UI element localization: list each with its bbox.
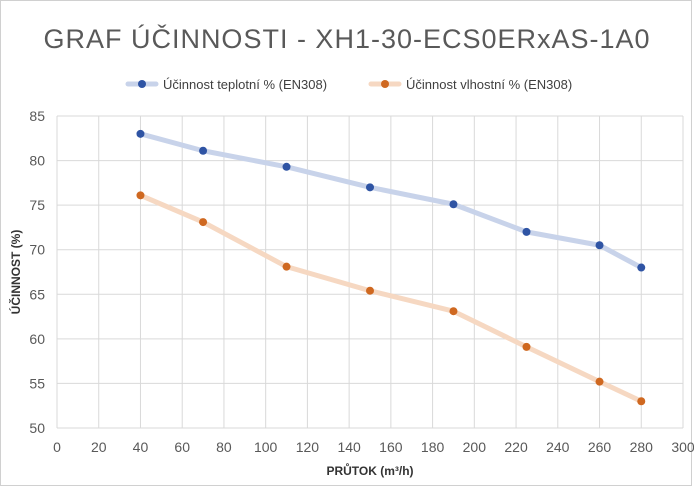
data-point-series-1	[637, 263, 646, 272]
data-point-series-2	[282, 262, 291, 271]
data-point-series-2	[449, 307, 458, 316]
data-point-series-2	[366, 286, 374, 295]
y-tick-label: 65	[29, 286, 45, 302]
x-tick-label: 240	[546, 439, 570, 455]
x-tick-label: 160	[379, 439, 403, 455]
y-tick-label: 85	[29, 108, 45, 124]
legend-marker-2	[381, 80, 389, 88]
y-axis-title: ÚČINNOST (%)	[8, 230, 23, 315]
grid	[56, 115, 684, 429]
y-tick-label: 55	[29, 375, 45, 391]
data-point-series-2	[595, 377, 604, 386]
y-tick-label: 75	[29, 197, 45, 213]
data-point-series-2	[199, 218, 208, 227]
x-tick-label: 40	[133, 439, 149, 455]
chart-title: GRAF ÚČINNOSTI - XH1-30-ECS0ERxAS-1A0	[43, 24, 651, 54]
y-tick-label: 70	[29, 242, 45, 258]
x-tick-label: 300	[671, 439, 694, 455]
x-tick-label: 280	[630, 439, 654, 455]
series-layer	[136, 129, 646, 406]
data-point-series-1	[199, 146, 208, 155]
series-line-2	[137, 192, 644, 404]
x-tick-label: 0	[53, 439, 61, 455]
x-tick-label: 120	[296, 439, 320, 455]
data-point-series-1	[282, 162, 291, 171]
x-tick-label: 100	[254, 439, 278, 455]
data-point-series-1	[449, 200, 458, 209]
x-tick-label: 20	[91, 439, 107, 455]
y-tick-label: 80	[29, 153, 45, 169]
y-tick-label: 50	[29, 420, 45, 436]
x-tick-label: 200	[463, 439, 487, 455]
x-tick-label: 260	[588, 439, 612, 455]
x-tick-label: 140	[337, 439, 361, 455]
x-tick-label: 220	[504, 439, 528, 455]
data-point-series-1	[136, 129, 145, 138]
x-axis-title: PRŮTOK (m³/h)	[326, 462, 413, 478]
data-point-series-1	[595, 241, 604, 250]
data-point-series-1	[366, 183, 374, 192]
data-point-series-1	[522, 227, 531, 236]
legend-label-1: Účinnost teplotní % (EN308)	[163, 77, 327, 92]
data-point-series-2	[637, 397, 646, 406]
x-tick-label: 80	[216, 439, 232, 455]
data-point-series-2	[136, 191, 145, 200]
data-point-series-2	[522, 342, 531, 351]
legend: Účinnost teplotní % (EN308) Účinnost vlho…	[125, 77, 572, 92]
y-tick-label: 60	[29, 331, 45, 347]
tick-labels: 50 55 60 65 70 75 80 85 0 20 40 60 80 100 120 140 160 180…	[29, 108, 694, 455]
x-tick-label: 180	[421, 439, 445, 455]
series-line-1	[137, 131, 644, 271]
legend-marker-1	[138, 80, 146, 88]
legend-label-2: Účinnost vlhostní % (EN308)	[406, 77, 572, 92]
x-tick-label: 60	[174, 439, 190, 455]
